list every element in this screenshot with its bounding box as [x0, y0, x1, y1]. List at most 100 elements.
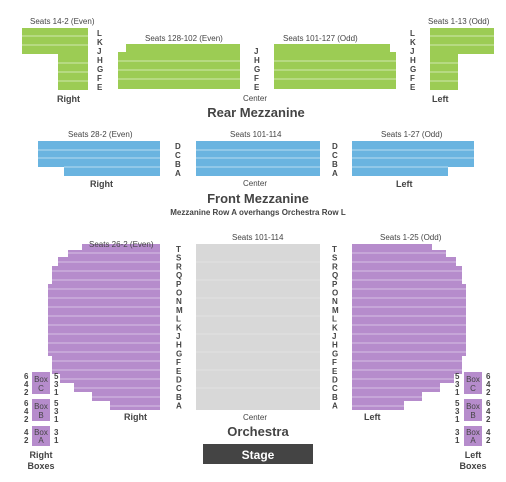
svg-text:1: 1 [54, 388, 59, 397]
svg-text:D: D [175, 142, 181, 151]
svg-text:2: 2 [24, 388, 29, 397]
left-boxes-seat-numbers: 5 3 1 6 4 2 5 3 1 6 4 2 3 1 4 2 [455, 372, 491, 445]
svg-text:2: 2 [24, 436, 29, 445]
front-mezz-center-block[interactable] [196, 141, 320, 176]
svg-text:6: 6 [24, 399, 29, 408]
rear-mezz-center-left-block[interactable] [118, 44, 240, 89]
orchestra-row-letter: S [176, 254, 182, 263]
front-mezz-right-block[interactable] [38, 141, 160, 176]
svg-text:6: 6 [486, 399, 491, 408]
orchestra-center-section-label: Center [243, 413, 267, 422]
orchestra-row-letter: K [332, 323, 338, 332]
rear-mezz-left-block[interactable] [430, 28, 494, 90]
svg-text:L: L [97, 29, 102, 38]
svg-text:3: 3 [54, 407, 59, 416]
box-b-right[interactable] [32, 399, 50, 421]
orchestra-left-seats-label: Seats 26-2 (Even) [89, 240, 154, 249]
svg-text:E: E [410, 83, 416, 92]
box-a-left-label: Box [466, 428, 480, 437]
box-b-left[interactable] [464, 399, 482, 421]
svg-text:G: G [97, 65, 103, 74]
front-mezz-right-section-label: Right [90, 179, 113, 189]
orchestra-row-letter: H [176, 341, 182, 350]
orchestra-row-letter: D [332, 376, 338, 385]
rear-mezz-center-right-block[interactable] [274, 44, 396, 89]
rear-mezz-center-section-label: Center [243, 94, 267, 103]
rear-mezz-title: Rear Mezzanine [207, 105, 305, 120]
right-boxes-seat-numbers: 6 4 2 5 3 1 6 4 2 5 3 1 4 2 3 1 [24, 372, 59, 445]
orchestra-row-letter: Q [332, 271, 338, 280]
front-mezz-row-letters-left: D C B A [175, 142, 181, 178]
rear-mezz-left-section-label: Left [432, 94, 449, 104]
svg-text:6: 6 [486, 372, 491, 381]
orchestra-right-section-label: Right [124, 412, 147, 422]
svg-text:3: 3 [455, 428, 460, 437]
svg-text:J: J [410, 47, 414, 56]
orchestra-row-letter: T [332, 245, 337, 254]
rear-mezz-row-lines [22, 35, 494, 82]
box-c-left-letter: C [470, 384, 476, 393]
orchestra-row-letter: K [176, 323, 182, 332]
box-a-right[interactable] [32, 426, 50, 446]
svg-text:1: 1 [455, 415, 460, 424]
box-b-right-label: Box [34, 402, 48, 411]
orchestra-center-block[interactable] [196, 244, 320, 410]
svg-text:4: 4 [24, 428, 29, 437]
left-boxes-title-2: Boxes [459, 461, 486, 471]
orchestra-row-letter: B [176, 393, 182, 402]
rear-mezz-row-letters-left: L K J H G F E [97, 29, 103, 92]
orchestra-row-letter: L [332, 315, 337, 324]
svg-text:K: K [410, 38, 416, 47]
rear-mezz-row-letters-center: J H G F E [254, 47, 260, 92]
orchestra-left-section-label: Left [364, 412, 381, 422]
box-c-right-label: Box [34, 375, 48, 384]
right-boxes-title-1: Right [30, 450, 53, 460]
box-c-right[interactable] [32, 372, 50, 394]
orchestra-row-letter: L [176, 315, 181, 324]
orchestra-row-letter: G [176, 349, 182, 358]
svg-text:H: H [97, 56, 103, 65]
svg-text:2: 2 [24, 415, 29, 424]
svg-text:4: 4 [486, 380, 491, 389]
svg-text:F: F [254, 74, 259, 83]
front-mezz-row-letters-right: D C B A [332, 142, 338, 178]
svg-text:L: L [410, 29, 415, 38]
orchestra-row-letter: D [176, 376, 182, 385]
svg-text:2: 2 [486, 388, 491, 397]
left-boxes: Box C Box B Box A 5 3 1 6 4 2 5 3 1 6 4 … [455, 372, 491, 471]
svg-text:4: 4 [486, 428, 491, 437]
front-mezzanine: Seats 28-2 (Even) Seats 101-114 Seats 1-… [38, 130, 474, 217]
orchestra-left-block[interactable] [352, 244, 466, 410]
orchestra: Seats 26-2 (Even) Seats 101-114 Seats 1-… [48, 233, 466, 439]
orchestra-row-letter: E [176, 367, 182, 376]
orchestra-center-row-lines [196, 261, 320, 389]
stage-label: Stage [242, 448, 275, 462]
svg-text:A: A [175, 169, 181, 178]
box-c-right-letter: C [38, 384, 44, 393]
rear-mezz-right-block[interactable] [22, 28, 88, 90]
svg-text:H: H [254, 56, 260, 65]
orchestra-row-letter: F [176, 358, 181, 367]
svg-text:3: 3 [54, 428, 59, 437]
orchestra-row-letter: F [332, 358, 337, 367]
front-mezz-left-block[interactable] [352, 141, 474, 176]
stage-block [203, 444, 313, 464]
box-c-left[interactable] [464, 372, 482, 394]
box-b-left-letter: B [470, 411, 475, 420]
front-mezz-center-seats-label: Seats 101-114 [230, 130, 282, 139]
rear-mezz-row-letters-right: L K J H G F E [410, 29, 416, 92]
front-mezz-center-section-label: Center [243, 179, 267, 188]
orchestra-row-letter: M [332, 306, 339, 315]
orchestra-row-letter: P [176, 280, 182, 289]
rear-mezz-center-left-seats-label: Seats 128-102 (Even) [145, 34, 223, 43]
orchestra-right-block[interactable] [48, 244, 160, 410]
front-mezz-title: Front Mezzanine [207, 191, 309, 206]
orchestra-row-letter: A [176, 402, 182, 411]
orchestra-row-letter: C [332, 384, 338, 393]
stage: Stage [203, 444, 313, 464]
orchestra-title: Orchestra [227, 424, 289, 439]
box-a-left[interactable] [464, 426, 482, 446]
